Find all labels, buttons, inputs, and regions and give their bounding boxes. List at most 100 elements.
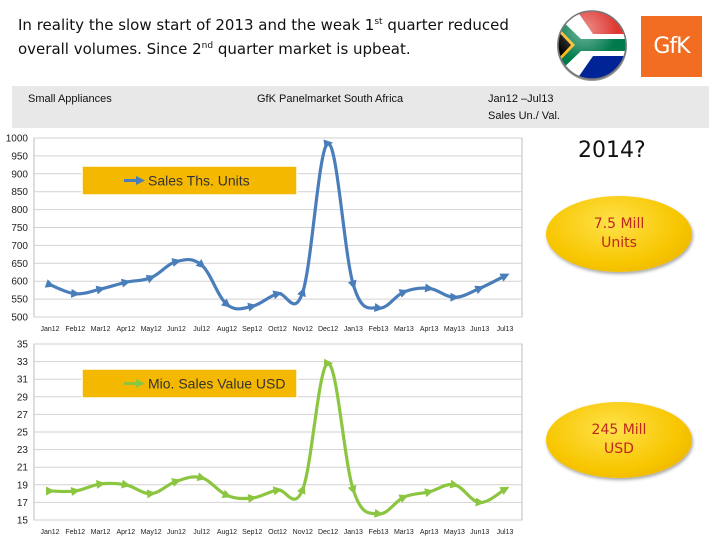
data-point	[499, 486, 510, 496]
y-tick-label: 850	[11, 187, 28, 198]
y-tick-label: 700	[11, 241, 28, 252]
data-point	[146, 489, 157, 499]
y-tick-label: 600	[11, 277, 28, 288]
data-point	[196, 472, 207, 482]
x-tick-label: Sep12	[242, 326, 262, 333]
data-point	[120, 278, 131, 288]
x-tick-label: Jun12	[167, 326, 186, 333]
x-tick-label: Jan13	[344, 529, 363, 536]
data-point	[450, 292, 460, 302]
x-tick-label: Feb13	[369, 529, 389, 536]
x-tick-label: Apr13	[420, 326, 439, 333]
y-tick-label: 650	[11, 259, 28, 270]
x-tick-label: May12	[141, 529, 162, 536]
headline: In reality the slow start of 2013 and th…	[18, 16, 509, 58]
x-tick-label: Feb12	[65, 326, 85, 333]
data-point	[449, 479, 460, 489]
data-point	[374, 508, 384, 518]
y-tick-label: 33	[17, 357, 29, 368]
info-bar: Small Appliances GfK Panelmarket South A…	[12, 86, 709, 128]
x-tick-label: Jun12	[167, 529, 186, 536]
x-tick-label: May13	[444, 326, 465, 333]
data-point	[221, 489, 232, 499]
x-tick-label: Jul12	[193, 529, 210, 536]
y-tick-label: 29	[17, 392, 29, 403]
x-tick-label: Mar13	[394, 326, 414, 333]
y-tick-label: 17	[17, 498, 29, 509]
y-tick-label: 35	[17, 340, 29, 351]
x-tick-label: Feb12	[65, 529, 85, 536]
data-point	[95, 285, 106, 295]
data-point	[171, 478, 182, 487]
y-tick-label: 25	[17, 428, 29, 439]
data-point	[247, 493, 258, 503]
chart-value: 15 17 19 21 23 25 27 29 31 33 35 Jan12 Feb12 Mar12 Apr…	[17, 340, 523, 536]
x-tick-label: Mar12	[91, 326, 111, 333]
y-tick-label: 800	[11, 205, 28, 216]
y-tick-label: 19	[17, 480, 29, 491]
x-tick-label: Jan12	[40, 326, 59, 333]
data-point	[195, 259, 206, 269]
data-point	[424, 488, 435, 498]
x-tick-label: Jan12	[40, 529, 59, 536]
units-forecast-value: 7.5 Mill	[593, 216, 645, 232]
y-tick-label: 1000	[6, 134, 29, 145]
data-point	[323, 139, 334, 149]
y-tick-label: 31	[17, 375, 29, 386]
x-tick-label: Nov12	[293, 529, 313, 536]
data-point	[297, 484, 306, 495]
data-point	[272, 486, 283, 496]
x-tick-label: Jun13	[470, 326, 489, 333]
y-tick-label: 500	[11, 313, 28, 324]
usd-forecast-unit: USD	[604, 441, 634, 457]
data-point	[70, 288, 81, 298]
x-tick-label: Jan13	[344, 326, 363, 333]
data-point	[374, 303, 384, 312]
x-tick-label: Apr12	[116, 326, 135, 333]
x-tick-label: Dec12	[318, 529, 338, 536]
x-tick-label: Jul13	[497, 326, 514, 333]
x-tick-label: Apr12	[116, 529, 135, 536]
x-tick-label: Nov12	[293, 326, 313, 333]
data-point	[424, 283, 435, 293]
data-point	[221, 298, 231, 308]
usd-forecast-value: 245 Mill	[591, 422, 647, 438]
data-point	[70, 487, 81, 496]
data-point	[347, 484, 357, 495]
charts-area: 500 550 600 650 700 750 800 850 900 950 1000 Jan12 F…	[6, 134, 523, 536]
y-tick-label: 900	[11, 169, 28, 180]
x-tick-label: Feb13	[369, 326, 389, 333]
period-label: Jan12 –Jul13	[488, 93, 554, 105]
data-point	[121, 479, 131, 489]
data-point	[96, 479, 106, 489]
x-tick-label: Aug12	[217, 529, 237, 536]
data-point	[475, 497, 485, 507]
x-tick-label: May12	[141, 326, 162, 333]
data-point	[499, 273, 510, 282]
x-tick-label: Aug12	[217, 326, 237, 333]
data-point	[171, 258, 182, 267]
data-point	[398, 289, 409, 298]
data-point	[272, 290, 283, 300]
x-tick-label: Dec12	[318, 326, 338, 333]
data-point	[474, 285, 485, 295]
y-tick-label: 21	[17, 463, 29, 474]
data-point	[347, 279, 357, 290]
data-point	[44, 279, 55, 288]
y-tick-label: 950	[11, 151, 28, 162]
legend-box	[81, 165, 298, 196]
legend-marker	[136, 176, 145, 185]
legend-box	[81, 368, 298, 399]
x-tick-label: Apr13	[420, 529, 439, 536]
measure-label: Sales Un./ Val.	[488, 110, 560, 122]
y-tick-label: 15	[17, 516, 29, 527]
x-tick-label: Sep12	[242, 529, 262, 536]
x-tick-label: Jun13	[470, 529, 489, 536]
usd-forecast-bubble: 245 Mill USD	[546, 402, 692, 478]
category-label: Small Appliances	[28, 93, 112, 105]
forecast-question: 2014?	[578, 138, 646, 163]
x-tick-label: Oct12	[268, 326, 287, 333]
units-forecast-unit: Units	[601, 235, 637, 251]
x-tick-label: May13	[444, 529, 465, 536]
y-tick-label: 27	[17, 410, 29, 421]
